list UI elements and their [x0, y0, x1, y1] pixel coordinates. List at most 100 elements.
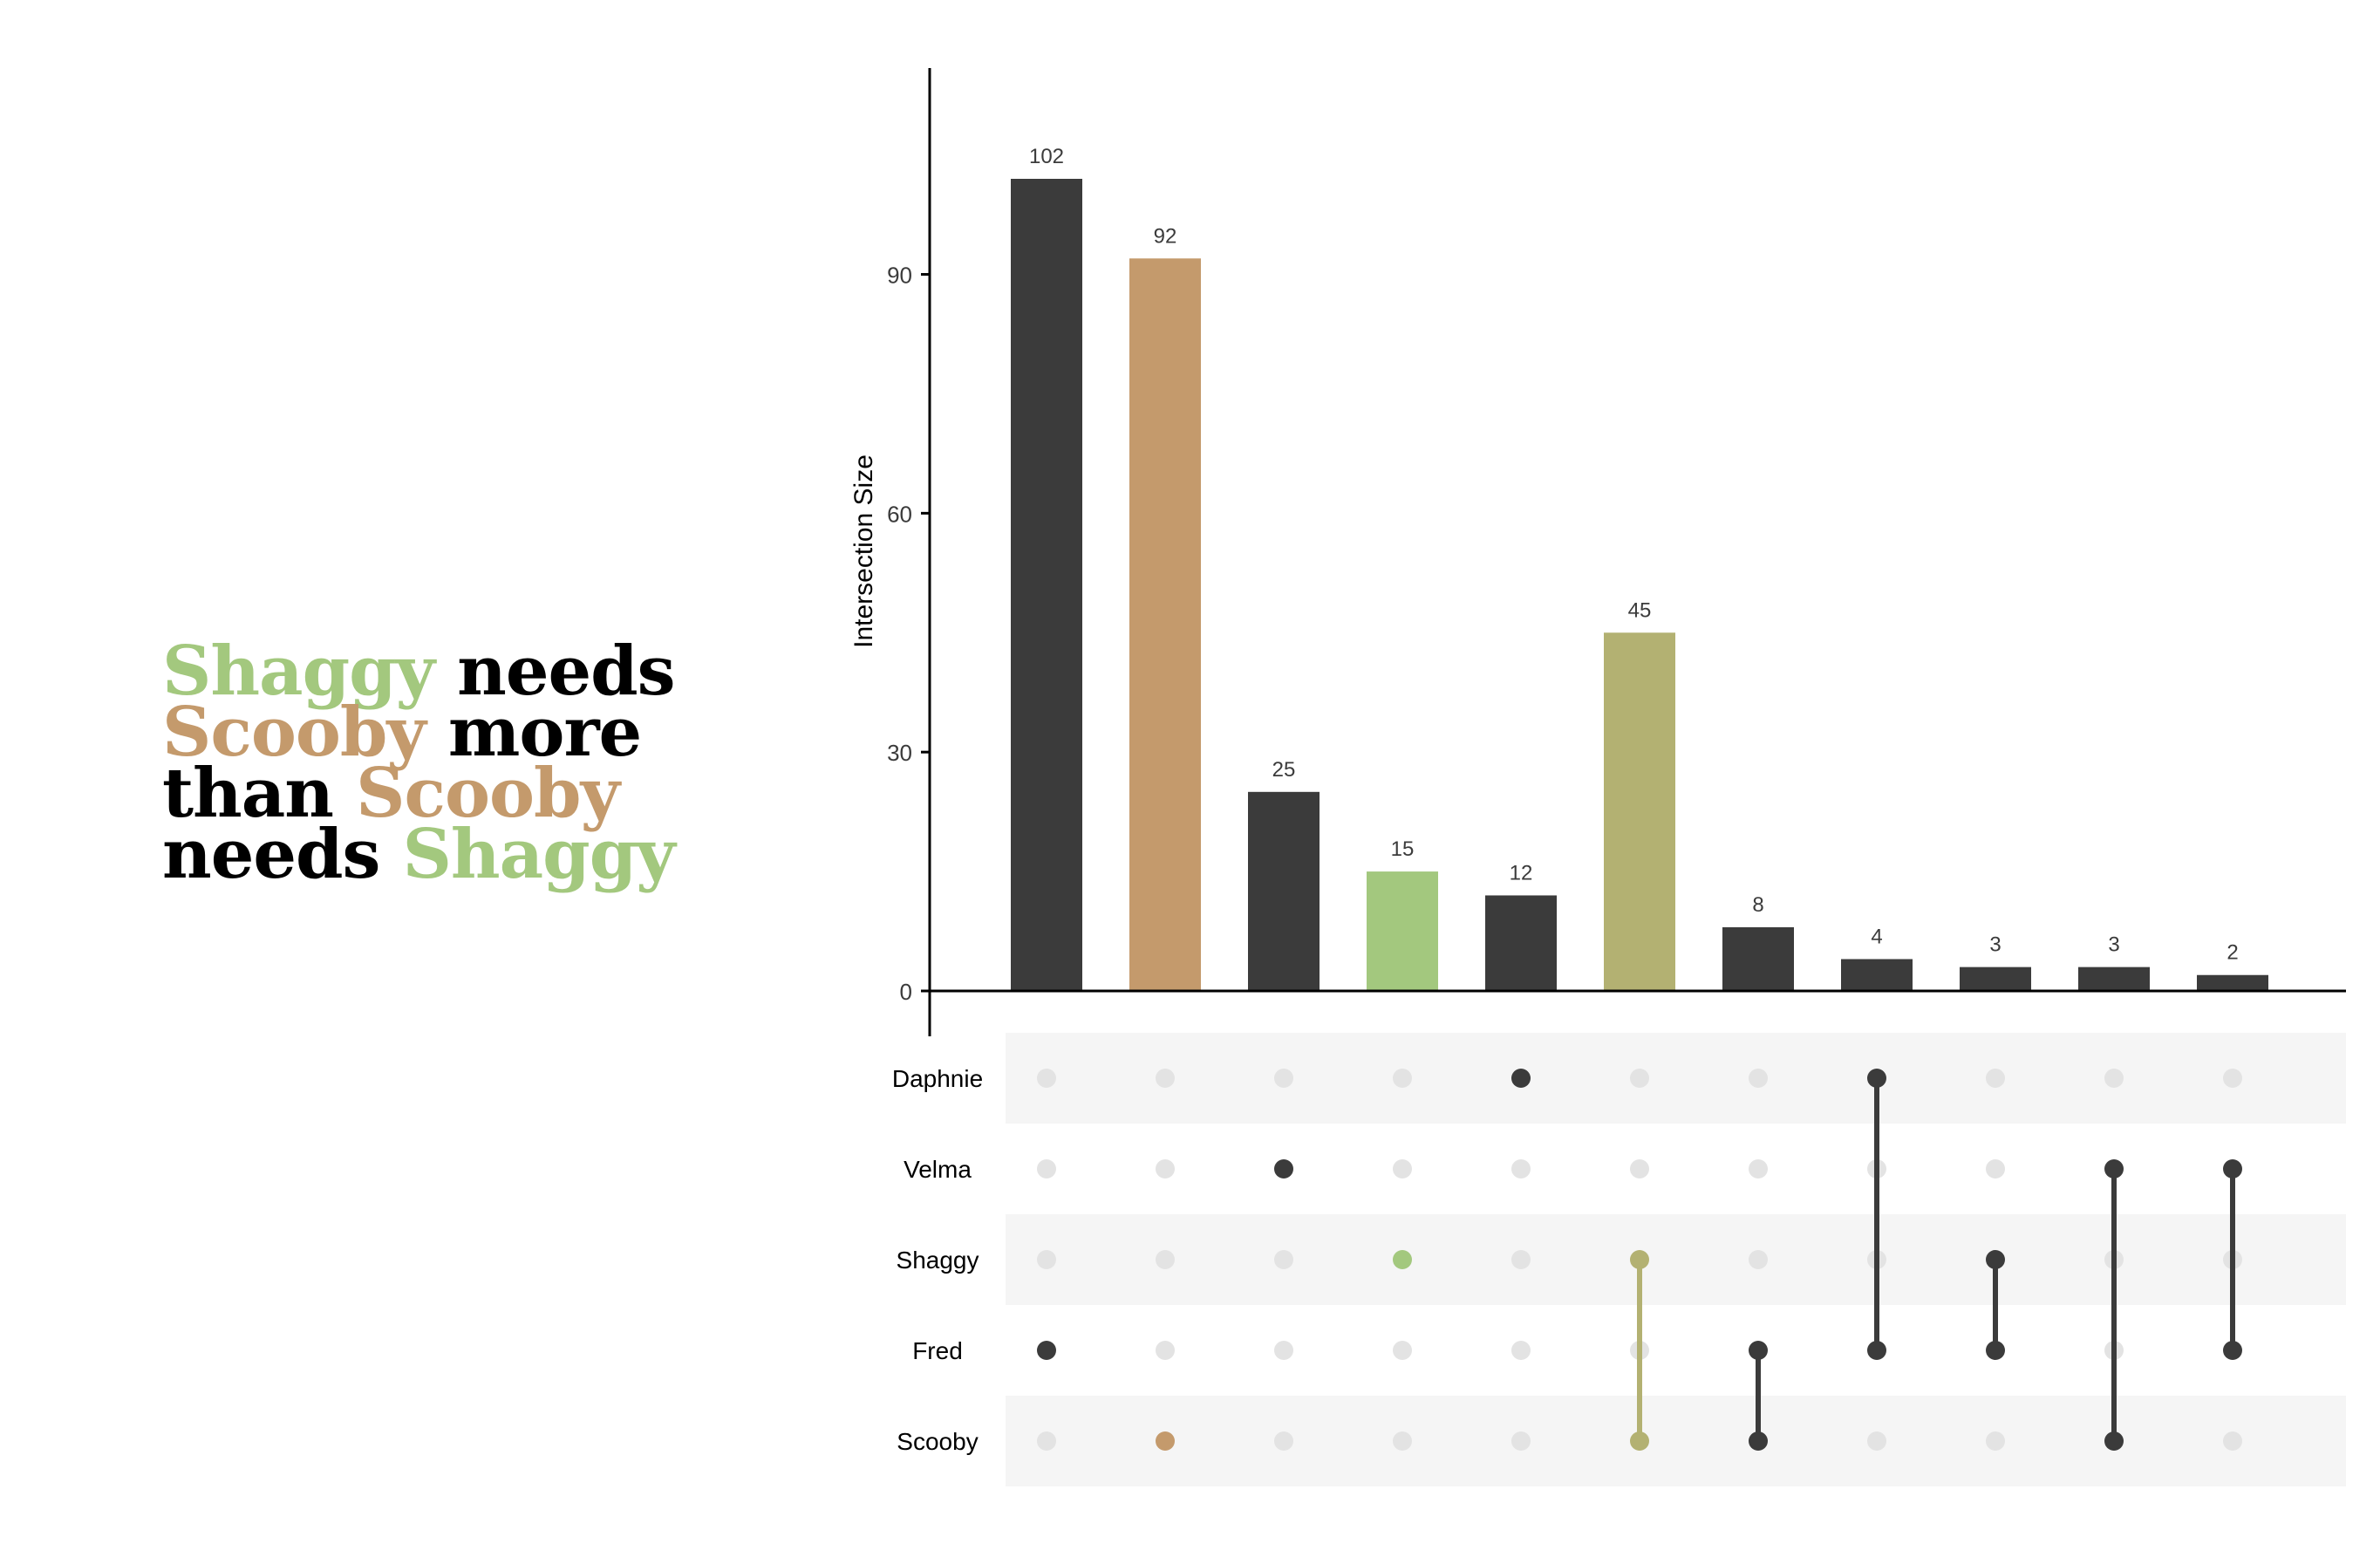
bar [1960, 967, 2031, 991]
matrix-dot-inactive [1393, 1069, 1412, 1088]
y-tick-label: 90 [887, 263, 912, 289]
set-label: Shaggy [897, 1247, 979, 1274]
matrix-stripes [1006, 1033, 2346, 1486]
bar-value-label: 15 [1391, 837, 1415, 861]
matrix-dot-active [1274, 1159, 1293, 1178]
matrix-dot-inactive [1749, 1250, 1768, 1269]
matrix-dot-inactive [1986, 1159, 2005, 1178]
matrix-dot-inactive [1986, 1069, 2005, 1088]
headline-line: needs Shaggy [162, 821, 773, 889]
bar-value-label: 3 [2108, 933, 2119, 957]
matrix-dot-active [1749, 1341, 1768, 1360]
matrix-dot-active [2104, 1159, 2124, 1178]
matrix-dot-active [2104, 1431, 2124, 1451]
bar-value-label: 25 [1272, 758, 1296, 782]
headline-word: Shaggy [402, 815, 676, 894]
headline-word: Scooby [162, 693, 426, 772]
matrix-dot-active [1986, 1341, 2005, 1360]
matrix-dot-inactive [1037, 1250, 1056, 1269]
matrix-row-stripe [1006, 1214, 2346, 1305]
matrix-dot-inactive [1393, 1159, 1412, 1178]
matrix-dot-inactive [1393, 1431, 1412, 1451]
matrix-dot-active [2223, 1341, 2242, 1360]
bar [1248, 791, 1320, 991]
bar-value-label: 12 [1510, 861, 1533, 885]
set-label: Velma [904, 1156, 972, 1183]
matrix-dot-inactive [1867, 1431, 1886, 1451]
headline-title: Shaggy needs Scooby more than Scooby needs … [162, 638, 773, 889]
bar [1841, 959, 1913, 991]
headline-word: needs [162, 815, 403, 894]
matrix-dot-inactive [1630, 1159, 1649, 1178]
bar [1011, 179, 1082, 991]
matrix-dot-active [1986, 1250, 2005, 1269]
matrix-dot-inactive [1511, 1159, 1531, 1178]
bar-value-label: 8 [1752, 893, 1763, 917]
y-tick-label: 30 [887, 740, 912, 766]
matrix-dot-inactive [1037, 1069, 1056, 1088]
bar-value-label: 2 [2227, 941, 2238, 965]
bars-group: 102 92 25 15 12 45 8 4 3 3 2 [1011, 145, 2268, 991]
matrix-dot-active [1749, 1431, 1768, 1451]
matrix-dot-inactive [1393, 1341, 1412, 1360]
matrix-dot-active [1867, 1069, 1886, 1088]
matrix-dot-inactive [1274, 1069, 1293, 1088]
matrix-dot-inactive [1274, 1431, 1293, 1451]
headline-word: more [425, 693, 642, 772]
bar [2078, 967, 2150, 991]
bar-value-label: 92 [1154, 224, 1177, 248]
matrix-dot-inactive [1037, 1431, 1056, 1451]
matrix-dot-inactive [1511, 1341, 1531, 1360]
headline-word: needs [433, 632, 675, 711]
y-tick-label: 60 [887, 501, 912, 527]
bar [2197, 974, 2268, 991]
bar [1129, 258, 1201, 991]
matrix-dot-inactive [1037, 1159, 1056, 1178]
matrix-dot-active [2223, 1159, 2242, 1178]
bar-value-label: 4 [1871, 925, 1882, 948]
matrix-dot-inactive [1511, 1431, 1531, 1451]
matrix-dot-active [1630, 1431, 1649, 1451]
y-axis-title: Intersection Size [849, 454, 878, 648]
bar-value-label: 45 [1628, 598, 1652, 622]
matrix-dot-active [1867, 1341, 1886, 1360]
matrix-dot-inactive [2104, 1069, 2124, 1088]
matrix-dot-active [1156, 1431, 1175, 1451]
y-axis: 0 30 60 90 [887, 68, 2346, 1036]
set-label: Daphnie [892, 1065, 983, 1092]
matrix-dot-inactive [1156, 1069, 1175, 1088]
bar-value-label: 102 [1029, 145, 1064, 168]
bar [1604, 632, 1675, 991]
bar [1367, 871, 1438, 991]
set-label: Scooby [897, 1428, 978, 1455]
matrix-dot-inactive [1986, 1431, 2005, 1451]
matrix-dot-inactive [1511, 1250, 1531, 1269]
matrix-dot-active [1511, 1069, 1531, 1088]
matrix-row-stripe [1006, 1033, 2346, 1124]
matrix-dot-inactive [1156, 1159, 1175, 1178]
set-matrix: Daphnie Velma Shaggy Fred Scooby [892, 1065, 2242, 1455]
y-tick-label: 0 [900, 979, 912, 1005]
bar-value-label: 3 [1989, 933, 2001, 957]
bar [1485, 895, 1557, 991]
matrix-dot-inactive [1749, 1159, 1768, 1178]
matrix-dot-inactive [1156, 1341, 1175, 1360]
set-label: Fred [912, 1337, 963, 1364]
headline-word: than [162, 754, 357, 833]
matrix-dot-inactive [2223, 1069, 2242, 1088]
matrix-dot-inactive [2223, 1431, 2242, 1451]
matrix-dot-inactive [1749, 1069, 1768, 1088]
matrix-dot-active [1037, 1341, 1056, 1360]
headline-line: than Scooby [162, 760, 773, 828]
headline-line: Shaggy needs [162, 638, 773, 706]
matrix-dot-active [1630, 1250, 1649, 1269]
matrix-dot-inactive [1630, 1069, 1649, 1088]
matrix-dot-inactive [1156, 1250, 1175, 1269]
bar [1722, 926, 1794, 991]
headline-word: Scooby [356, 754, 620, 833]
headline-word: Shaggy [162, 632, 435, 711]
matrix-dot-inactive [1274, 1250, 1293, 1269]
matrix-row-stripe [1006, 1396, 2346, 1486]
matrix-dot-active [1393, 1250, 1412, 1269]
